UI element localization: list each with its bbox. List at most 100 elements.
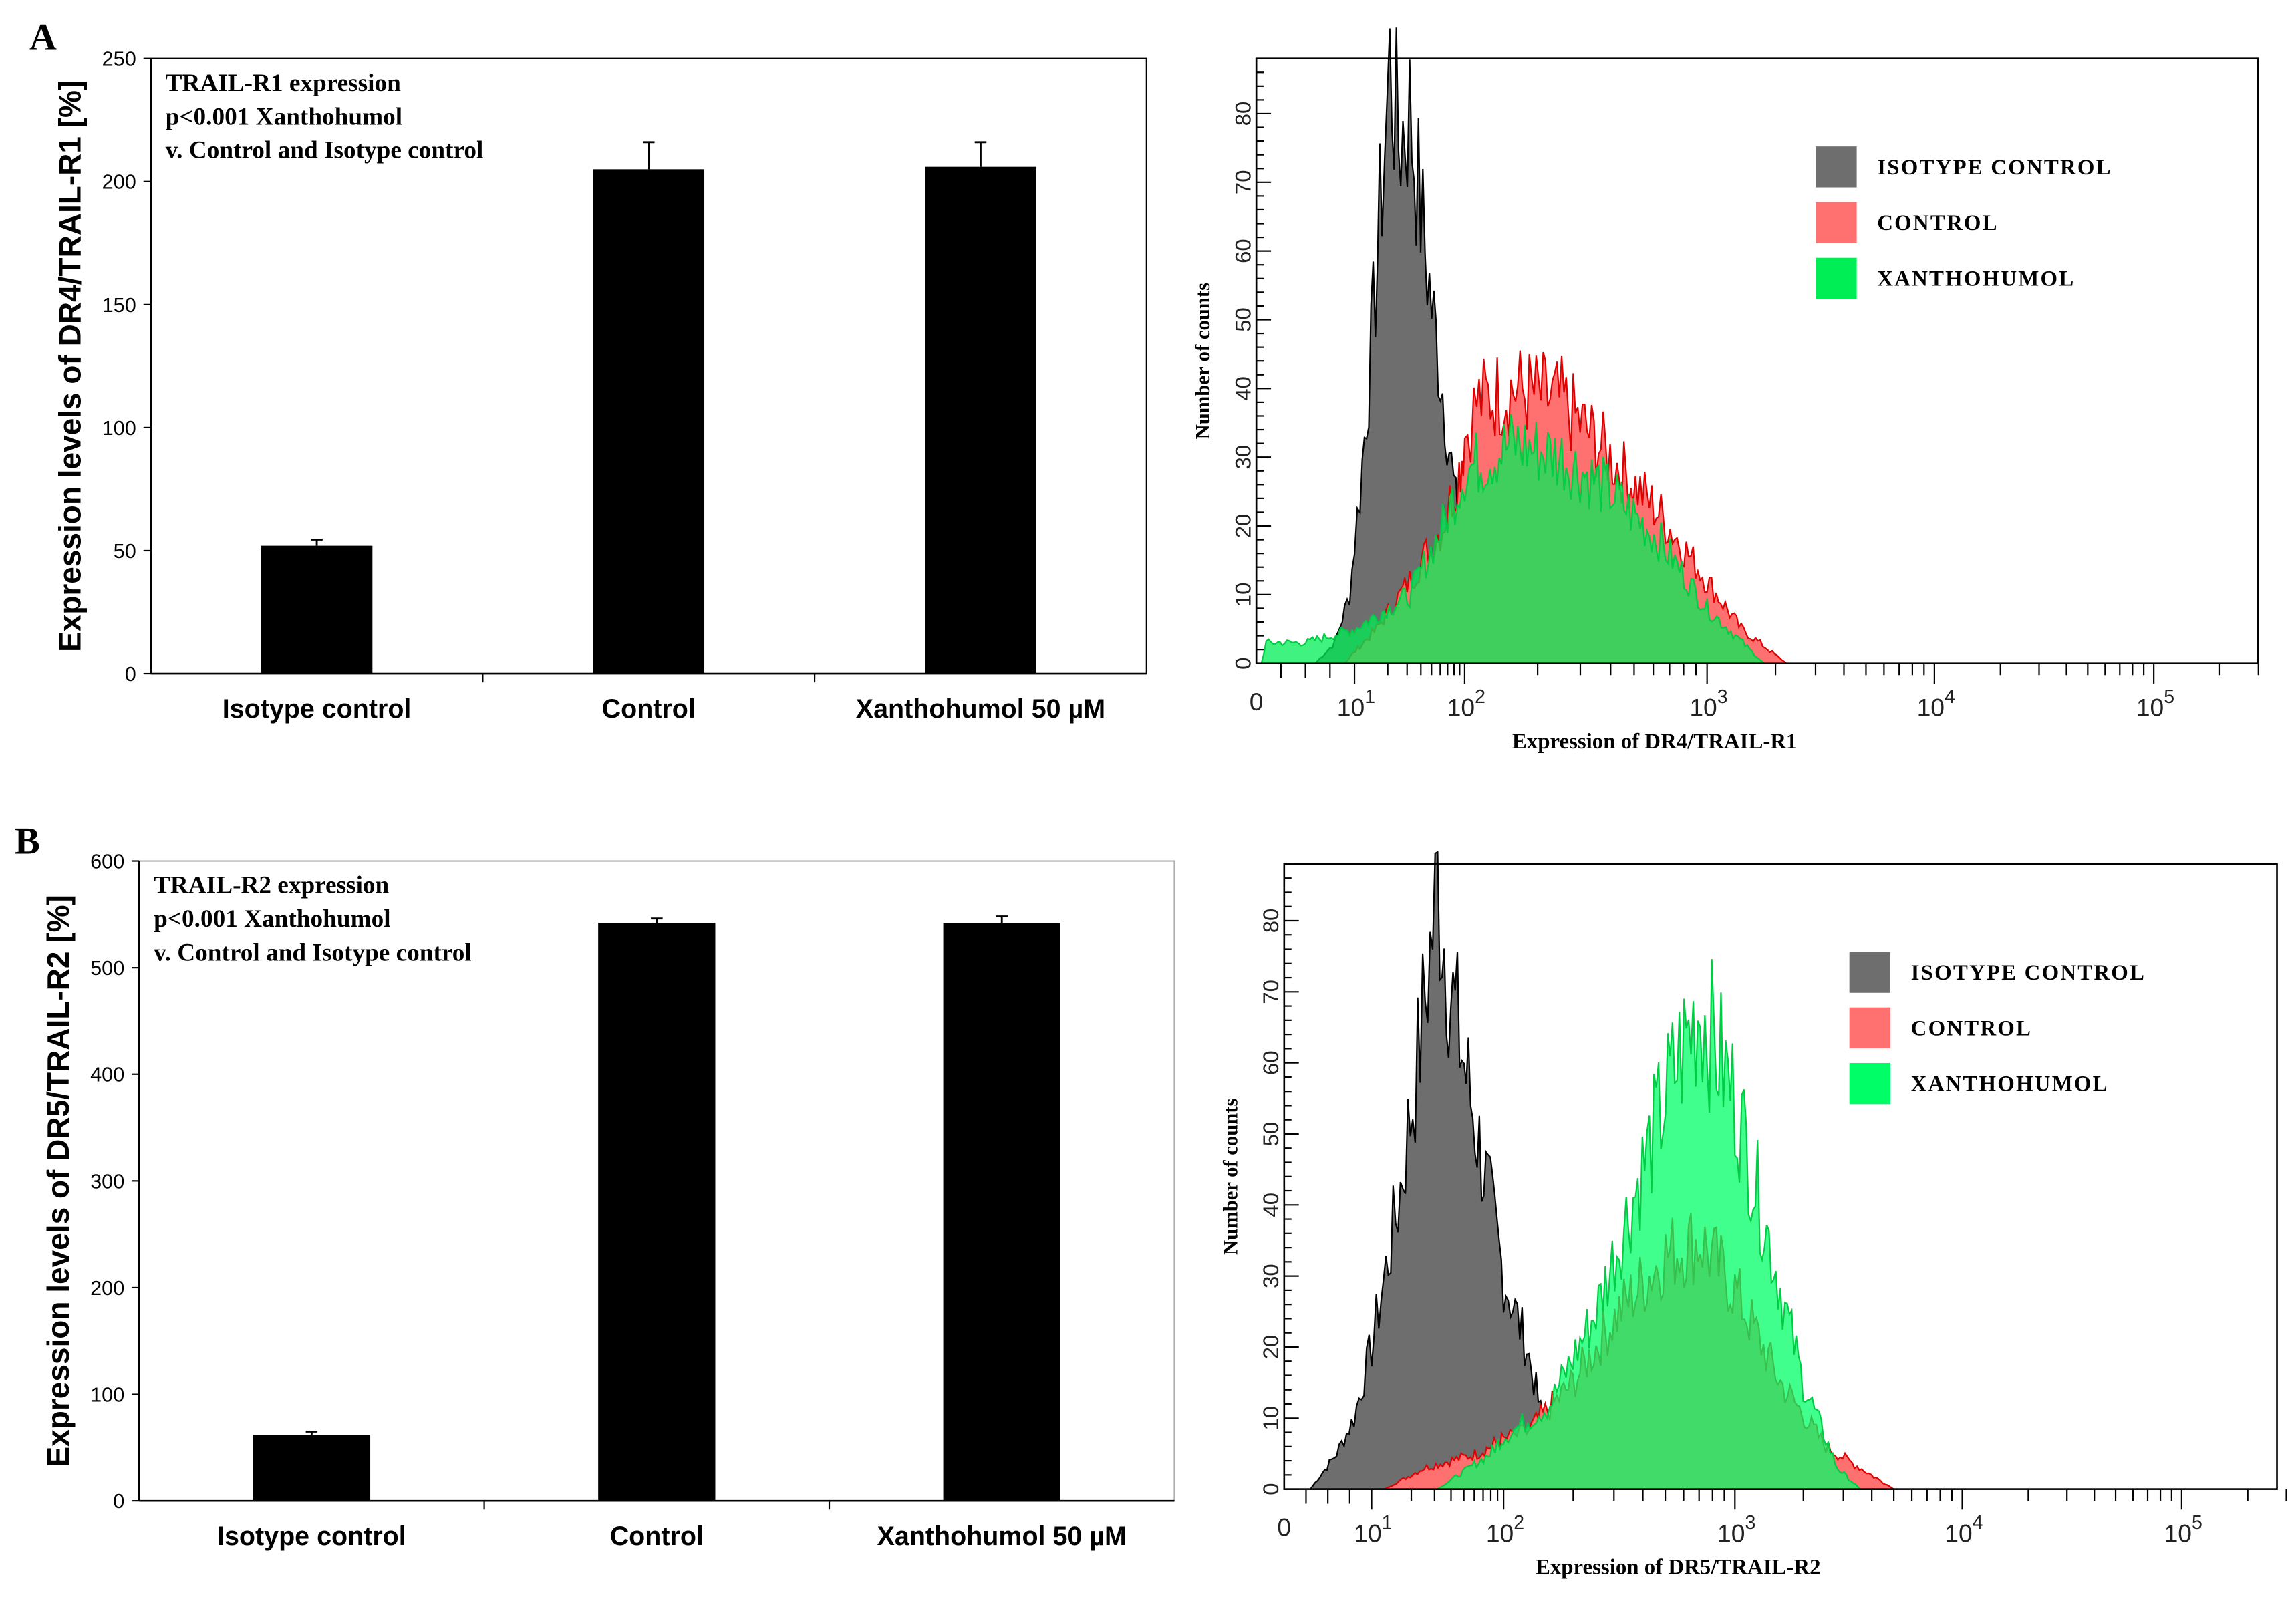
y-tick-label: 10 [1230, 583, 1255, 607]
x-tick-exponent: 5 [2164, 686, 2174, 708]
x-tick-exponent: 3 [1745, 1512, 1755, 1534]
x-tick-exponent: 1 [1382, 1512, 1393, 1534]
x-tick-base: 10 [1717, 1519, 1745, 1548]
x-tick-label: 101 [1337, 686, 1375, 722]
legend-label: ISOTYPE CONTROL [1877, 156, 2112, 180]
annotation-text: p<0.001 Xanthohumol [154, 905, 391, 933]
x-category-label: Xanthohumol 50 µM [856, 694, 1105, 724]
y-tick-label: 70 [1230, 170, 1255, 195]
x-tick-exponent: 5 [2192, 1512, 2202, 1534]
x-tick-exponent: 3 [1717, 686, 1728, 708]
y-axis-label: Expression levels of DR5/TRAIL-R2 [%] [41, 895, 76, 1467]
legend-swatch [1816, 257, 1857, 299]
y-tick-label: 50 [114, 540, 136, 563]
bar-chart-trail-r1: 0 50 100 150 200 250 Isotype control Control Xan… [53, 48, 1147, 724]
x-tick-label: 104 [1917, 686, 1955, 722]
y-tick-label: 40 [1230, 376, 1255, 401]
annotation-text: TRAIL-R2 expression [154, 872, 389, 899]
x-tick-base: 10 [2136, 694, 2164, 722]
y-tick-label: 600 [90, 850, 124, 873]
y-tick-label: 50 [1230, 307, 1255, 332]
y-tick-label: 50 [1258, 1122, 1283, 1147]
y-axis-label: Expression levels of DR4/TRAIL-R1 [%] [53, 80, 88, 652]
x-tick-base: 10 [1354, 1519, 1381, 1548]
y-tick-label: 0 [113, 1490, 124, 1513]
legend-swatch [1816, 146, 1857, 188]
histogram-series-xanthohumol [1437, 959, 1862, 1490]
x-tick-label: 102 [1486, 1512, 1524, 1548]
legend-label: CONTROL [1911, 1016, 2032, 1040]
x-tick-exponent: 2 [1475, 686, 1485, 708]
bar [598, 923, 716, 1501]
y-tick-label: 30 [1258, 1264, 1283, 1288]
y-tick-label: 150 [102, 294, 136, 317]
panel-label-b: B [15, 821, 40, 863]
bar-chart-trail-r2: 0 100 200 300 400 500 600 Isotype control Contro… [41, 850, 1175, 1551]
x-category-label: Isotype control [217, 1521, 406, 1551]
legend-label: XANTHOHUMOL [1877, 267, 2075, 291]
x-tick-exponent: 1 [1365, 686, 1375, 708]
bar [943, 923, 1060, 1501]
x-tick-label: 104 [1945, 1512, 1983, 1548]
y-tick-label: 400 [90, 1064, 124, 1086]
y-tick-label: 100 [90, 1384, 124, 1407]
y-tick-label: 0 [125, 663, 136, 686]
x-tick-label: 0 [1250, 688, 1264, 716]
bar [593, 169, 705, 674]
y-tick-label: 30 [1230, 445, 1255, 470]
annotation-text: TRAIL-R1 expression [166, 69, 401, 97]
annotation-text: v. Control and Isotype control [166, 137, 484, 164]
x-tick-exponent: 4 [1973, 1512, 1983, 1534]
y-tick-label: 250 [102, 48, 136, 71]
x-tick-base: 10 [1447, 694, 1475, 722]
x-tick-base: 10 [1917, 694, 1945, 722]
x-tick-label: 102 [1447, 686, 1485, 722]
x-tick-exponent: 4 [1945, 686, 1955, 708]
legend-swatch [1849, 1007, 1891, 1049]
x-tick-label: 0 [1277, 1513, 1291, 1542]
y-tick-label: 20 [1230, 514, 1255, 539]
x-tick-label: 105 [2164, 1512, 2202, 1548]
y-tick-label: 20 [1258, 1335, 1283, 1360]
legend-label: ISOTYPE CONTROL [1911, 961, 2146, 985]
y-tick-label: 0 [1230, 658, 1255, 670]
y-tick-label: 100 [102, 417, 136, 440]
panel-label-a: A [29, 17, 57, 59]
legend-label: XANTHOHUMOL [1911, 1072, 2109, 1097]
x-category-label: Xanthohumol 50 µM [877, 1521, 1127, 1551]
x-axis-label: Expression of DR4/TRAIL-R1 [1512, 730, 1798, 754]
x-tick-label: 103 [1689, 686, 1727, 722]
x-tick-label: 103 [1717, 1512, 1755, 1548]
x-category-label: Control [610, 1521, 704, 1551]
bar [261, 545, 373, 674]
y-tick-label: 0 [1258, 1483, 1283, 1495]
annotation-text: p<0.001 Xanthohumol [166, 103, 402, 130]
histogram-series-isotype-control [1310, 851, 1574, 1490]
y-tick-label: 200 [90, 1277, 124, 1300]
x-category-label: Control [602, 694, 696, 724]
y-tick-label: 500 [90, 957, 124, 980]
bar [253, 1435, 371, 1501]
x-tick-label: 105 [2136, 686, 2174, 722]
y-tick-label: 70 [1258, 980, 1283, 1004]
x-tick-exponent: 2 [1514, 1512, 1524, 1534]
x-tick-base: 10 [1945, 1519, 1972, 1548]
y-axis-label: Number of counts [1191, 283, 1214, 440]
legend-swatch [1816, 202, 1857, 243]
y-tick-label: 80 [1230, 102, 1255, 126]
x-tick-base: 10 [1486, 1519, 1514, 1548]
y-tick-label: 60 [1258, 1050, 1283, 1075]
legend-swatch [1849, 952, 1891, 993]
x-axis-label: Expression of DR5/TRAIL-R2 [1536, 1556, 1821, 1580]
y-tick-label: 200 [102, 171, 136, 194]
x-category-label: Isotype control [223, 694, 412, 724]
x-tick-base: 10 [2164, 1519, 2192, 1548]
y-tick-label: 80 [1258, 909, 1283, 933]
y-tick-label: 40 [1258, 1193, 1283, 1217]
legend-label: CONTROL [1877, 211, 1998, 235]
annotation-text: v. Control and Isotype control [154, 939, 472, 967]
y-tick-label: 300 [90, 1170, 124, 1193]
